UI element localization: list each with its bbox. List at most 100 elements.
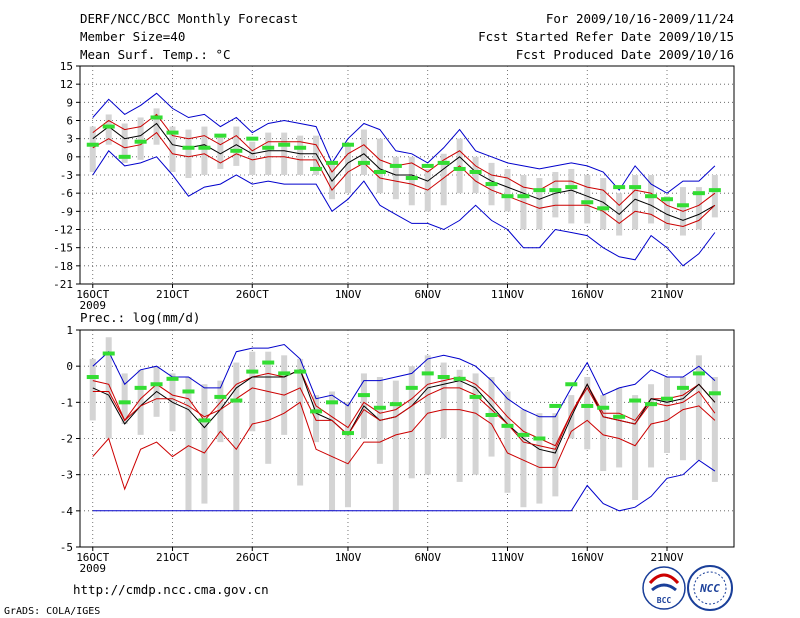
deterministic-marker xyxy=(421,371,434,376)
grads-credit: GrADS: COLA/IGES xyxy=(4,606,100,617)
deterministic-marker xyxy=(246,369,259,374)
range-bar xyxy=(201,126,208,175)
start-date: Fcst Started Refer Date 2009/10/15 xyxy=(478,29,734,44)
range-bar xyxy=(105,114,112,145)
range-bar xyxy=(185,129,192,179)
range-bar xyxy=(344,144,351,194)
range-bar xyxy=(392,380,399,511)
range-bar xyxy=(536,413,543,504)
deterministic-marker xyxy=(182,145,195,150)
deterministic-marker xyxy=(613,414,626,419)
deterministic-marker xyxy=(676,385,689,390)
deterministic-marker xyxy=(501,423,514,428)
range-bar xyxy=(520,409,527,508)
series-floor-line xyxy=(92,459,716,512)
range-bar xyxy=(169,126,176,172)
range-bar xyxy=(695,355,702,461)
chart-title: DERF/NCC/BCC Monthly Forecast xyxy=(80,11,298,26)
range-bar xyxy=(265,351,272,464)
range-bar xyxy=(137,117,144,160)
range-bar xyxy=(408,366,415,479)
range-bar xyxy=(137,369,144,435)
range-bar xyxy=(233,362,240,511)
y-tick-label: -21 xyxy=(53,278,73,291)
deterministic-marker xyxy=(453,166,466,171)
series-p90-line xyxy=(92,113,716,212)
range-bar xyxy=(392,156,399,200)
deterministic-marker xyxy=(597,206,610,211)
range-bar xyxy=(679,377,686,461)
deterministic-marker xyxy=(629,185,642,190)
range-bar xyxy=(648,175,655,224)
x-tick-label: 6NOV xyxy=(414,551,441,564)
range-bar xyxy=(121,373,128,425)
deterministic-marker xyxy=(597,405,610,410)
deterministic-marker xyxy=(134,385,147,390)
deterministic-marker xyxy=(469,169,482,174)
deterministic-marker xyxy=(310,409,323,414)
bcc-logo: BCC xyxy=(642,566,686,610)
range-bar xyxy=(360,129,367,175)
y-tick-label: -3 xyxy=(60,469,73,482)
series-mean-line xyxy=(92,122,716,221)
footer-url[interactable]: http://cmdp.ncc.cma.gov.cn xyxy=(73,582,269,597)
range-bar xyxy=(89,126,96,172)
deterministic-marker xyxy=(166,376,179,381)
deterministic-marker xyxy=(389,402,402,407)
range-bar xyxy=(217,135,224,169)
deterministic-marker xyxy=(373,169,386,174)
deterministic-marker xyxy=(469,394,482,399)
deterministic-marker xyxy=(517,432,530,437)
range-bar xyxy=(600,395,607,472)
deterministic-marker xyxy=(437,375,450,380)
x-year-label: 2009 xyxy=(80,299,107,312)
range-bar xyxy=(249,141,256,175)
deterministic-marker xyxy=(708,188,721,193)
y-tick-label: -2 xyxy=(60,433,73,446)
deterministic-marker xyxy=(230,148,243,153)
y-tick-label: -15 xyxy=(53,242,73,255)
range-bar xyxy=(711,377,718,482)
deterministic-marker xyxy=(182,389,195,394)
deterministic-marker xyxy=(389,163,402,168)
range-bar xyxy=(105,337,112,439)
deterministic-marker xyxy=(118,400,131,405)
x-year-label: 2009 xyxy=(80,562,107,575)
x-tick-label: 21OCT xyxy=(156,551,189,564)
x-tick-label: 26OCT xyxy=(236,551,269,564)
range-bar xyxy=(185,377,192,511)
series-max-line xyxy=(92,92,716,194)
deterministic-marker xyxy=(310,166,323,171)
deterministic-marker xyxy=(676,203,689,208)
range-bar xyxy=(313,395,320,443)
x-tick-label: 6NOV xyxy=(414,288,441,301)
range-bar xyxy=(504,168,511,212)
y-tick-label: -5 xyxy=(60,541,73,554)
deterministic-marker xyxy=(294,369,307,374)
deterministic-marker xyxy=(661,396,674,401)
range-bar xyxy=(648,384,655,468)
deterministic-marker xyxy=(485,182,498,187)
forecast-period: For 2009/10/16-2009/11/24 xyxy=(546,11,734,26)
deterministic-marker xyxy=(246,136,259,141)
range-bar xyxy=(424,355,431,475)
x-tick-label: 1NOV xyxy=(335,288,362,301)
deterministic-marker xyxy=(629,398,642,403)
range-bar xyxy=(536,178,543,230)
deterministic-marker xyxy=(533,436,546,441)
deterministic-marker xyxy=(613,185,626,190)
y-tick-label: -4 xyxy=(60,505,74,518)
deterministic-marker xyxy=(102,124,115,129)
deterministic-marker xyxy=(278,142,291,147)
deterministic-marker xyxy=(198,418,211,423)
range-bar xyxy=(153,108,160,145)
range-bar xyxy=(632,175,639,230)
range-bar xyxy=(504,391,511,493)
range-bar xyxy=(297,135,304,175)
y-tick-label: -3 xyxy=(60,169,73,182)
deterministic-marker xyxy=(150,382,163,387)
range-bar xyxy=(233,126,240,166)
